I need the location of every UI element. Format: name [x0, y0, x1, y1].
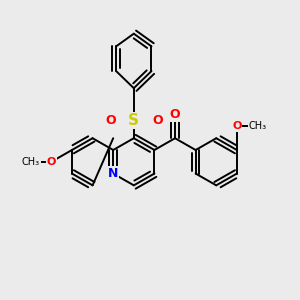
Text: CH₃: CH₃	[22, 157, 40, 167]
Text: O: O	[47, 157, 56, 167]
Text: O: O	[105, 114, 116, 127]
Text: N: N	[108, 167, 119, 180]
Text: CH₃: CH₃	[248, 122, 266, 131]
Text: O: O	[170, 108, 180, 121]
Text: O: O	[232, 122, 242, 131]
Text: O: O	[152, 114, 163, 127]
Text: S: S	[128, 113, 139, 128]
